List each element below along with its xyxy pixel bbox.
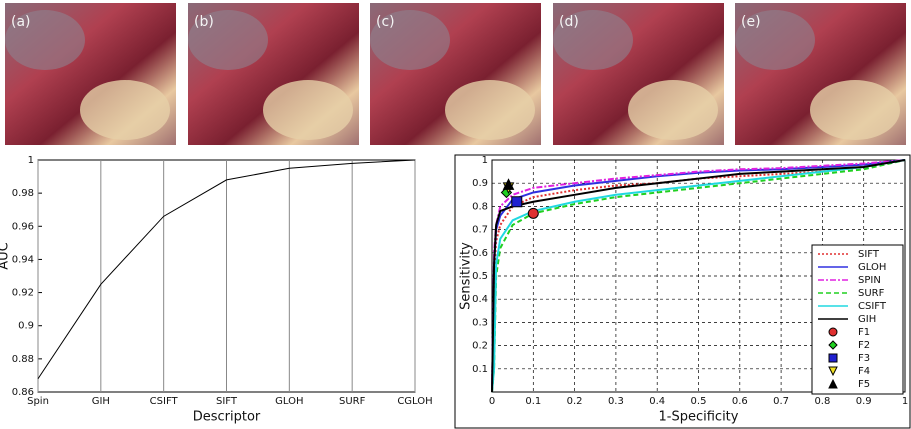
roc-line [491, 159, 906, 393]
x-tick-label: 0.7 [773, 396, 789, 407]
x-axis-label: 1-Specificity [659, 410, 739, 425]
x-tick-label: 0.6 [732, 396, 748, 407]
x-tick-label: 0.8 [814, 396, 830, 407]
legend-label: F5 [858, 379, 870, 390]
y-tick-label: 0.5 [472, 271, 488, 282]
y-tick-label: 0.86 [12, 387, 34, 398]
photo-detail [735, 10, 815, 70]
legend-label: CSIFT [858, 301, 887, 312]
photo-detail [370, 10, 450, 70]
point [511, 196, 523, 208]
x-tick-label: 0.9 [856, 396, 872, 407]
y-tick-label: 0.92 [12, 288, 34, 299]
roc-line [491, 159, 906, 393]
legend-label: GLOH [858, 262, 886, 273]
x-tick-label: 0 [489, 396, 495, 407]
right-frame [454, 154, 911, 429]
roc-line [491, 159, 906, 393]
x-tick-label: Spin [27, 396, 49, 407]
x-tick-label: 0.5 [691, 396, 707, 407]
y-tick-label: 0.4 [472, 294, 488, 305]
y-tick-label: 1 [28, 155, 34, 166]
legend-label: F1 [858, 327, 870, 338]
photo-detail [628, 80, 718, 140]
y-axis-label: AUC [0, 242, 12, 270]
image-label: (d) [559, 14, 579, 30]
y-tick-label: 0.96 [12, 221, 34, 232]
image-label: (b) [194, 14, 214, 30]
legend-label: SURF [858, 288, 885, 299]
legend-label: GIH [858, 314, 876, 325]
y-tick-label: 1 [482, 155, 488, 166]
x-tick-label: SIFT [216, 396, 238, 407]
photo-detail [5, 10, 85, 70]
roc-line [491, 159, 906, 393]
legend-swatch [828, 327, 838, 337]
x-tick-label: 0.4 [649, 396, 665, 407]
x-tick-label: GIH [92, 396, 110, 407]
x-tick-label: CSIFT [150, 396, 179, 407]
image-label: (e) [741, 14, 761, 30]
legend-swatch [828, 340, 838, 350]
image-label: (c) [376, 14, 395, 30]
y-axis-label: Sensitivity [459, 242, 474, 310]
photo-detail [263, 80, 353, 140]
legend-label: F4 [858, 366, 870, 377]
photo-detail [188, 10, 268, 70]
legend-swatch [828, 378, 838, 389]
line [37, 159, 416, 380]
y-tick-label: 0.8 [472, 201, 488, 212]
photo-detail [80, 80, 170, 140]
y-tick-label: 0.88 [12, 354, 34, 365]
photo-detail [810, 80, 900, 140]
x-tick-label: SURF [339, 396, 366, 407]
y-tick-label: 0.9 [472, 178, 488, 189]
y-tick-label: 0.1 [472, 364, 488, 375]
y-tick-label: 0.6 [472, 248, 488, 259]
x-tick-label: 0.1 [525, 396, 541, 407]
x-tick-label: 0.2 [567, 396, 583, 407]
x-tick-label: CGLOH [397, 396, 432, 407]
legend-label: F2 [858, 340, 870, 351]
legend-label: SIFT [858, 249, 880, 260]
legend-label: F3 [858, 353, 870, 364]
y-tick-label: 0.94 [12, 254, 34, 265]
legend-swatch [828, 366, 838, 377]
x-tick-label: 0.3 [608, 396, 624, 407]
legend-swatch [828, 353, 838, 363]
x-axis-label: Descriptor [193, 410, 261, 425]
y-tick-label: 0.3 [472, 317, 488, 328]
y-tick-label: 0.2 [472, 341, 488, 352]
point [502, 178, 515, 190]
y-tick-label: 0.9 [18, 321, 34, 332]
image-label: (a) [11, 14, 31, 30]
y-tick-label: 0.7 [472, 225, 488, 236]
point [527, 207, 539, 219]
y-tick-label: 0.98 [12, 188, 34, 199]
photo-detail [445, 80, 535, 140]
photo-detail [553, 10, 633, 70]
x-tick-label: GLOH [275, 396, 303, 407]
legend-label: SPIN [858, 275, 881, 286]
x-tick-label: 1 [902, 396, 908, 407]
